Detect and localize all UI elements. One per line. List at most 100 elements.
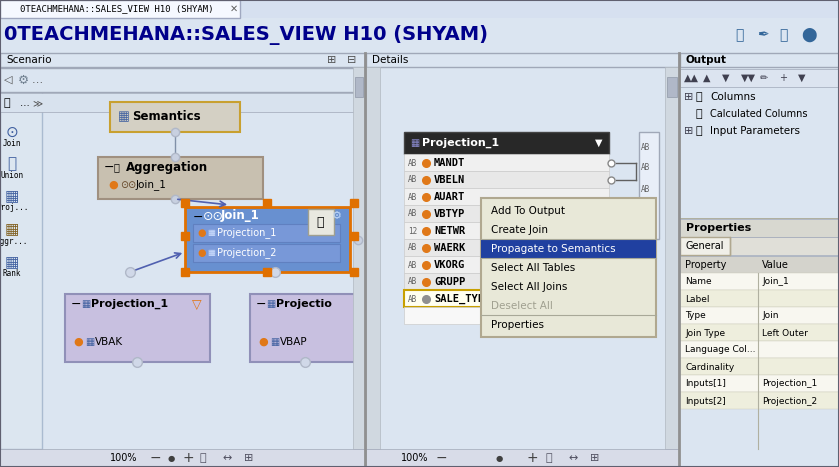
Text: Projection_2: Projection_2 bbox=[762, 396, 817, 405]
Text: Create Join: Create Join bbox=[491, 225, 548, 235]
Text: ▼: ▼ bbox=[798, 73, 805, 83]
Text: Projectio: Projectio bbox=[276, 299, 332, 309]
Text: WAERK: WAERK bbox=[434, 243, 466, 253]
Text: Projection_1: Projection_1 bbox=[217, 227, 276, 239]
Text: …: … bbox=[32, 75, 43, 85]
Text: ▼▼: ▼▼ bbox=[741, 73, 756, 83]
Bar bbox=[0, 449, 365, 467]
Text: ▦: ▦ bbox=[118, 111, 130, 123]
Text: ⊞: ⊞ bbox=[684, 92, 693, 102]
Text: −: − bbox=[193, 211, 204, 224]
Text: ●: ● bbox=[73, 337, 83, 347]
Text: +: + bbox=[183, 451, 195, 465]
Bar bbox=[481, 239, 656, 258]
Bar bbox=[680, 392, 839, 409]
Bar bbox=[404, 132, 609, 154]
Text: AUART: AUART bbox=[434, 192, 466, 202]
Text: ▽: ▽ bbox=[192, 297, 201, 311]
Text: −: − bbox=[71, 297, 81, 311]
Bar bbox=[680, 290, 839, 307]
Bar bbox=[181, 232, 189, 240]
Bar bbox=[680, 69, 839, 87]
Bar bbox=[680, 324, 839, 341]
Text: ▦: ▦ bbox=[207, 248, 215, 257]
Bar bbox=[680, 375, 839, 392]
Text: Join Type: Join Type bbox=[685, 328, 725, 338]
Text: ▦: ▦ bbox=[266, 299, 275, 309]
Text: 12: 12 bbox=[408, 226, 417, 235]
Bar bbox=[680, 358, 839, 375]
Text: ▦: ▦ bbox=[5, 222, 19, 238]
Text: Aggr...: Aggr... bbox=[0, 236, 29, 246]
Bar bbox=[404, 273, 609, 290]
Text: AB: AB bbox=[408, 277, 417, 286]
Text: Language Col...: Language Col... bbox=[685, 346, 755, 354]
Bar bbox=[65, 294, 210, 362]
Text: AB: AB bbox=[641, 185, 650, 194]
Bar bbox=[404, 256, 609, 273]
Text: Properties: Properties bbox=[491, 320, 544, 330]
Bar bbox=[680, 256, 839, 273]
Bar bbox=[350, 268, 358, 276]
Text: VBELN: VBELN bbox=[434, 175, 466, 185]
Text: Join: Join bbox=[762, 311, 779, 320]
Bar bbox=[263, 268, 271, 276]
Text: ▦: ▦ bbox=[81, 299, 91, 309]
Text: Propagate to Semantics: Propagate to Semantics bbox=[491, 244, 616, 254]
Text: Inputs[2]: Inputs[2] bbox=[685, 396, 726, 405]
Text: ↔: ↔ bbox=[222, 453, 232, 463]
Text: ▦: ▦ bbox=[85, 337, 94, 347]
Bar bbox=[481, 198, 656, 337]
Text: Semantics: Semantics bbox=[132, 111, 201, 123]
Text: Union: Union bbox=[1, 170, 23, 179]
Text: AB: AB bbox=[408, 243, 417, 253]
Bar bbox=[193, 224, 340, 242]
Text: Join: Join bbox=[3, 139, 21, 148]
Text: Columns: Columns bbox=[710, 92, 756, 102]
Text: Projection_2: Projection_2 bbox=[217, 248, 277, 258]
Text: −: − bbox=[256, 297, 267, 311]
Text: Inputs[1]: Inputs[1] bbox=[685, 380, 726, 389]
Bar bbox=[680, 307, 839, 324]
Bar bbox=[0, 93, 365, 112]
Bar bbox=[680, 53, 839, 67]
Bar bbox=[366, 67, 679, 449]
Text: …: … bbox=[20, 98, 29, 108]
Text: Projection_1: Projection_1 bbox=[91, 299, 168, 309]
Text: ▼: ▼ bbox=[595, 138, 602, 148]
Text: ✕: ✕ bbox=[230, 4, 238, 14]
Bar bbox=[0, 68, 365, 92]
Bar bbox=[680, 219, 839, 237]
Bar bbox=[680, 218, 839, 219]
Text: ⬜: ⬜ bbox=[200, 453, 206, 463]
Text: Properties: Properties bbox=[686, 223, 751, 233]
Text: VKORG: VKORG bbox=[434, 260, 466, 270]
Bar bbox=[110, 102, 240, 132]
Text: VBAK: VBAK bbox=[95, 337, 123, 347]
Text: ⊞: ⊞ bbox=[244, 453, 253, 463]
Bar bbox=[404, 290, 609, 307]
Text: 0TEACHMEHANA::SALES_VIEW H10 (SHYAM): 0TEACHMEHANA::SALES_VIEW H10 (SHYAM) bbox=[20, 5, 213, 14]
Text: Input Parameters: Input Parameters bbox=[710, 126, 800, 136]
Text: Name: Name bbox=[685, 277, 711, 286]
Text: 🔍: 🔍 bbox=[779, 28, 787, 42]
Bar bbox=[366, 67, 380, 449]
Text: Deselect All: Deselect All bbox=[491, 301, 553, 311]
Bar bbox=[366, 449, 679, 467]
Text: AB: AB bbox=[641, 163, 650, 172]
Text: ▼: ▼ bbox=[722, 73, 729, 83]
Text: 🗑: 🗑 bbox=[316, 215, 324, 228]
Text: ▦: ▦ bbox=[5, 190, 19, 205]
Text: AB: AB bbox=[408, 158, 417, 168]
Text: ⬤: ⬤ bbox=[801, 28, 816, 42]
Text: Type: Type bbox=[685, 311, 706, 320]
Bar bbox=[404, 205, 609, 222]
Text: AB: AB bbox=[641, 142, 650, 151]
Bar bbox=[639, 132, 659, 239]
Bar bbox=[404, 307, 609, 324]
Bar bbox=[0, 18, 839, 52]
Bar bbox=[263, 199, 271, 207]
Bar bbox=[350, 199, 358, 207]
Bar bbox=[353, 67, 365, 449]
Bar bbox=[0, 0, 240, 18]
